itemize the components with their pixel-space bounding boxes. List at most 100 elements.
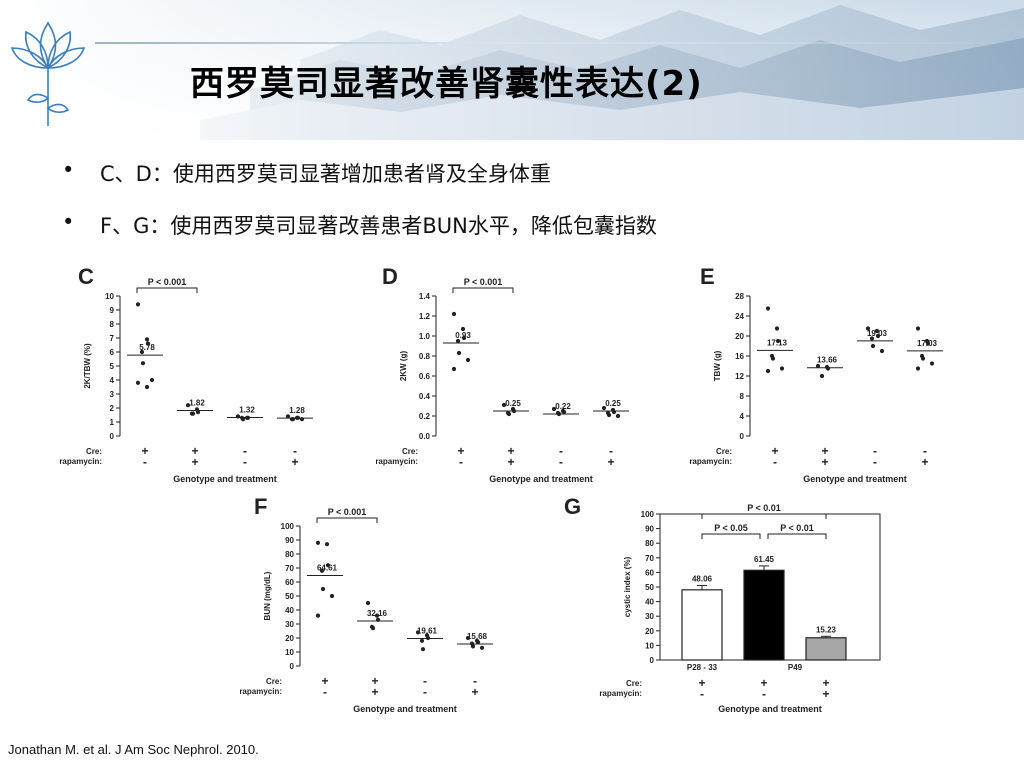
data-point [145,341,151,346]
bullet-text: C、D：使用西罗莫司显著增加患者肾及全身体重 [100,162,551,186]
significance-label: P < 0.01 [780,523,814,533]
data-point [324,542,330,547]
mean-label: 0.22 [555,402,571,411]
data-point [461,335,467,341]
cre-sign: - [873,444,877,458]
y-tick-label: 0.2 [419,412,431,421]
y-tick-label: 24 [735,312,744,321]
row-label-rapamycin: rapamycin: [60,457,102,466]
cre-sign: + [191,444,198,458]
y-tick-label: 0 [110,432,115,441]
significance-label: P < 0.001 [328,507,367,517]
data-point [865,326,871,331]
bullet-item: • F、G：使用西罗莫司显著改善患者BUN水平，降低包囊指数 [62,210,657,240]
x-axis-label: Genotype and treatment [489,474,593,484]
data-point [869,336,875,341]
data-point [139,349,145,355]
significance-bracket [316,517,378,523]
row-label-rapamycin: rapamycin: [690,457,732,466]
mean-label: 17.03 [917,339,938,348]
lotus-logo-icon [10,21,86,126]
data-point [370,626,376,631]
data-point [915,366,921,371]
y-tick-label: 70 [645,554,654,563]
cre-sign: - [559,444,563,458]
cre-sign: - [609,444,613,458]
data-point [144,337,150,342]
y-tick-label: 0 [650,656,655,665]
data-point [325,563,331,568]
panel-letter-f: F [254,494,268,519]
y-axis-label: BUN (mg/dL) [263,571,272,620]
data-point [765,306,771,311]
mean-label: 1.32 [239,406,255,415]
data-point [915,326,921,331]
y-tick-label: 10 [105,292,114,301]
rapamycin-sign: - [323,685,327,699]
data-point [779,366,785,371]
mean-label: 0.25 [605,399,621,408]
row-label-rapamycin: rapamycin: [599,689,642,698]
cre-sign: + [507,444,514,458]
cre-sign: + [760,676,767,690]
mean-label: 19.03 [867,329,888,338]
data-point [135,380,141,385]
y-tick-label: 10 [285,648,294,657]
y-axis-label: 2KW (g) [399,351,408,382]
rapamycin-sign: + [191,455,198,469]
mean-label: 19.61 [417,627,438,636]
panel-letter-c: C [78,264,94,289]
cre-sign: + [771,444,778,458]
data-point [819,373,825,379]
y-tick-label: 10 [645,641,654,650]
y-tick-label: 8 [740,392,745,401]
data-point [419,638,425,643]
data-point [925,341,931,346]
data-point [329,593,335,599]
cre-sign: + [698,676,705,690]
data-point [815,363,821,369]
bullet-dot-icon: • [62,210,75,234]
bar-value-label: 48.06 [692,574,713,583]
y-tick-label: 40 [645,598,654,607]
bullet-text: F、G：使用西罗莫司显著改善患者BUN水平，降低包囊指数 [100,214,657,238]
data-point [425,635,431,641]
y-axis-label: cystic index (%) [623,556,632,617]
y-tick-label: 28 [735,292,744,301]
data-point [825,366,831,371]
data-point [501,402,507,408]
data-point [195,410,201,415]
chart-panel-c: C 0 1 2 3 4 5 6 7 8 9 10 2K/TBW (%) 5.78 1.82 1.32 1.28… [59,262,360,487]
y-tick-label: 2 [110,404,115,413]
y-tick-label: 1.4 [419,292,431,301]
mean-label: 64.61 [317,564,338,573]
chart-d-svg: 0.0 0.2 0.4 0.6 0.8 1.0 1.2 1.4 2KW (g) 0.93 0.25 0… [375,277,629,484]
y-tick-label: 90 [645,525,654,534]
mountain-background [0,0,1024,140]
y-tick-label: 40 [285,606,294,615]
age-group-label: P28 - 33 [687,663,718,672]
y-tick-label: 0.0 [419,432,431,441]
y-tick-label: 60 [285,578,294,587]
cre-sign: + [457,444,464,458]
bullet-dot-icon: • [62,158,75,182]
data-point [185,403,191,408]
significance-bracket [136,287,198,293]
y-tick-label: 1.2 [419,312,431,321]
y-tick-label: 100 [281,522,295,531]
bar [805,637,847,661]
significance-label: P < 0.001 [148,277,187,287]
y-tick-label: 8 [110,320,115,329]
y-tick-label: 9 [110,306,115,315]
bar [743,569,785,661]
chart-e-svg: 0 4 8 12 16 20 24 28 TBW (g) 17.13 13.66 19.03 17.03… [689,292,943,484]
data-point [365,600,371,606]
y-tick-label: 100 [641,510,655,519]
rapamycin-sign: + [821,455,828,469]
data-point [135,302,141,307]
cre-sign: - [293,444,297,458]
cre-sign: + [821,444,828,458]
cre-sign: - [243,444,247,458]
chart-c-svg: 0 1 2 3 4 5 6 7 8 9 10 2K/TBW (%) 5.78 1.82 1.32 1.28 P … [59,277,313,484]
mean-label: 32.16 [367,609,388,618]
